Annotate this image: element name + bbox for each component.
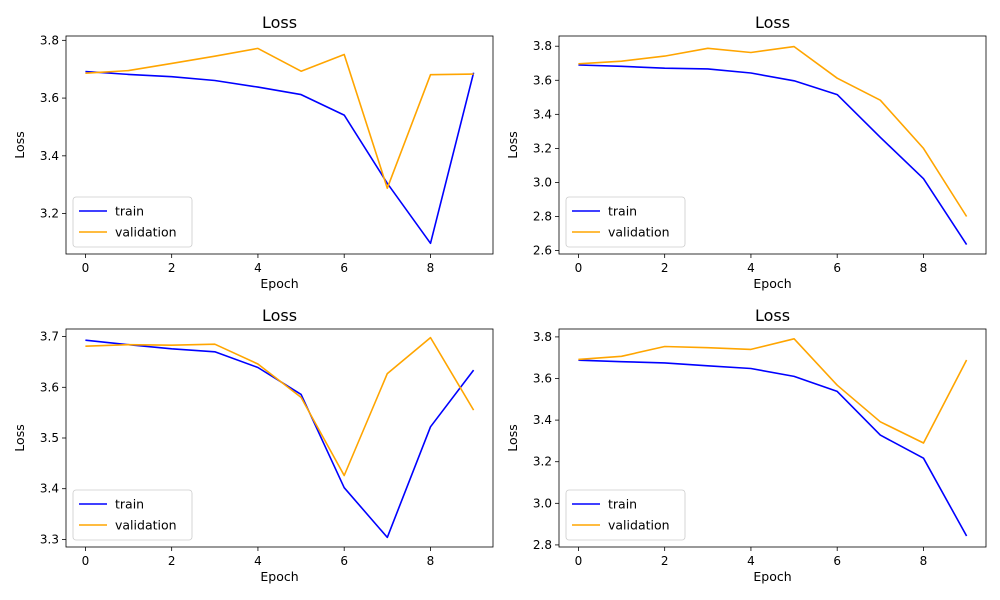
y-tick-label: 3.6 (533, 372, 552, 386)
x-axis-label: Epoch (753, 569, 791, 584)
subplot-3: Loss 0 2 4 6 8 3.3 3.4 3.5 3.6 3.7 Epoch Loss train va… (12, 306, 494, 584)
subplot-1: Loss 0 2 4 6 8 3.2 3.4 3.6 3.8 Epoch Loss train valid… (12, 13, 494, 291)
y-tick-label: 3.8 (533, 330, 552, 344)
x-tick-label: 0 (82, 554, 90, 568)
x-axis-label: Epoch (753, 276, 791, 291)
subplot-2: Loss 0 2 4 6 8 2.6 2.8 3.0 3.2 3.4 3.6 3.8 Epoch Loss t… (505, 13, 987, 291)
legend-box (72, 489, 193, 541)
y-tick-label: 3.5 (40, 431, 59, 445)
y-tick-label: 3.4 (40, 482, 59, 496)
y-tick-label: 3.4 (533, 107, 552, 121)
legend-label: validation (608, 518, 670, 533)
x-axis-label: Epoch (260, 276, 298, 291)
x-tick-label: 8 (920, 554, 928, 568)
y-axis-label: Loss (12, 424, 27, 451)
plot-frame (558, 328, 987, 548)
x-tick-label: 2 (168, 261, 176, 275)
y-tick-label: 3.8 (533, 39, 552, 53)
plot-frame (558, 35, 987, 255)
subplot-title: Loss (755, 306, 790, 325)
x-tick-label: 8 (427, 554, 435, 568)
y-tick-label: 3.7 (40, 330, 59, 344)
subplot-title: Loss (755, 13, 790, 32)
subplot-title: Loss (262, 306, 297, 325)
x-tick-label: 0 (575, 261, 583, 275)
legend-box (72, 196, 193, 248)
y-tick-label: 3.6 (533, 73, 552, 87)
legend-label: train (608, 204, 637, 219)
y-tick-label: 3.4 (40, 149, 59, 163)
x-tick-label: 6 (340, 554, 348, 568)
x-axis-label: Epoch (260, 569, 298, 584)
x-tick-label: 4 (254, 554, 262, 568)
series-line-validation (578, 45, 968, 217)
y-tick-label: 3.8 (40, 33, 59, 47)
y-tick-label: 2.8 (533, 210, 552, 224)
x-tick-label: 6 (833, 554, 841, 568)
y-axis-label: Loss (505, 131, 520, 158)
y-tick-label: 2.8 (533, 538, 552, 552)
legend: train validation (565, 489, 686, 541)
x-tick-label: 2 (661, 261, 669, 275)
y-tick-label: 3.4 (533, 413, 552, 427)
series-line-train (85, 70, 475, 245)
x-tick-label: 2 (661, 554, 669, 568)
series-line-train (578, 359, 968, 537)
series-line-validation (578, 337, 968, 444)
legend-box (565, 196, 686, 248)
legend-label: train (115, 497, 144, 512)
legend-label: train (115, 204, 144, 219)
x-tick-label: 4 (747, 261, 755, 275)
y-tick-label: 3.0 (533, 175, 552, 189)
x-tick-label: 8 (427, 261, 435, 275)
x-tick-label: 2 (168, 554, 176, 568)
y-tick-label: 3.0 (533, 496, 552, 510)
y-axis-label: Loss (12, 131, 27, 158)
series-line-validation (85, 336, 475, 477)
subplot-title: Loss (262, 13, 297, 32)
x-tick-label: 6 (833, 261, 841, 275)
legend-label: train (608, 497, 637, 512)
legend-label: validation (608, 225, 670, 240)
plot-frame (65, 35, 494, 255)
legend: train validation (72, 489, 193, 541)
plot-frame (65, 328, 494, 548)
series-line-train (578, 64, 968, 246)
y-tick-label: 3.6 (40, 380, 59, 394)
legend: train validation (565, 196, 686, 248)
legend-label: validation (115, 225, 177, 240)
x-tick-label: 8 (920, 261, 928, 275)
series-line-validation (85, 47, 474, 189)
y-tick-label: 2.6 (533, 244, 552, 258)
x-tick-label: 4 (747, 554, 755, 568)
legend: train validation (72, 196, 193, 248)
x-tick-label: 6 (340, 261, 348, 275)
y-tick-label: 3.2 (40, 207, 59, 221)
y-axis-label: Loss (505, 424, 520, 451)
legend-box (565, 489, 686, 541)
y-tick-label: 3.2 (533, 141, 552, 155)
x-tick-label: 0 (575, 554, 583, 568)
subplot-4: Loss 0 2 4 6 8 2.8 3.0 3.2 3.4 3.6 3.8 Epoch Loss trai… (505, 306, 987, 584)
x-tick-label: 4 (254, 261, 262, 275)
y-tick-label: 3.2 (533, 455, 552, 469)
y-tick-label: 3.3 (40, 532, 59, 546)
x-tick-label: 0 (82, 261, 90, 275)
y-tick-label: 3.6 (40, 91, 59, 105)
legend-label: validation (115, 518, 177, 533)
